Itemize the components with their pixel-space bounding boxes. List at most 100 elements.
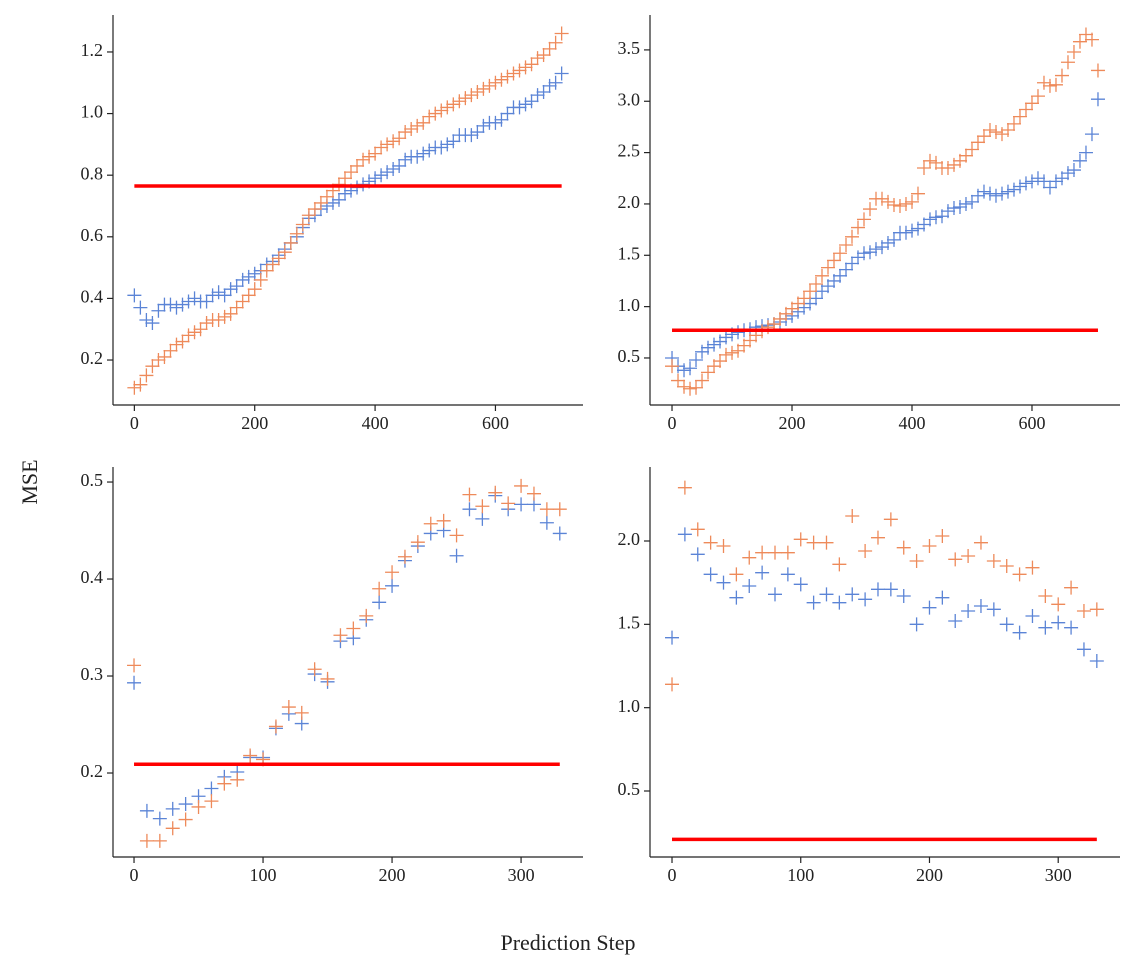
marker	[127, 658, 142, 673]
marker	[742, 550, 757, 565]
marker	[1051, 597, 1066, 612]
marker	[994, 127, 1009, 142]
marker	[1036, 75, 1051, 90]
marker	[701, 365, 716, 380]
marker	[1036, 174, 1051, 189]
marker	[268, 719, 283, 734]
y-tick-label: 1.5	[618, 612, 641, 632]
marker	[809, 277, 824, 292]
marker	[857, 246, 872, 261]
marker	[858, 544, 873, 558]
y-tick-label: 2.0	[618, 192, 641, 212]
marker	[422, 109, 437, 124]
marker	[139, 312, 154, 327]
marker	[1051, 615, 1066, 630]
marker	[440, 100, 455, 115]
marker	[898, 225, 913, 240]
marker	[253, 272, 268, 287]
y-tick-label: 0.4	[81, 567, 104, 587]
marker	[976, 129, 991, 144]
marker	[809, 291, 824, 306]
marker	[689, 353, 704, 368]
marker	[175, 297, 190, 312]
marker	[1012, 179, 1027, 194]
marker	[948, 552, 963, 567]
marker	[372, 595, 387, 610]
marker	[512, 63, 527, 78]
marker	[333, 628, 348, 643]
marker	[1048, 77, 1063, 92]
x-tick-label: 400	[362, 413, 389, 433]
marker	[476, 118, 491, 133]
marker	[434, 140, 449, 155]
marker	[870, 530, 885, 545]
marker	[1006, 182, 1021, 197]
marker	[881, 235, 895, 250]
marker	[797, 291, 812, 306]
marker	[922, 153, 937, 168]
x-tick-label: 0	[668, 865, 677, 885]
marker	[514, 497, 529, 512]
marker	[922, 600, 937, 615]
marker	[982, 123, 997, 138]
marker	[821, 260, 836, 275]
marker	[875, 191, 889, 206]
marker	[552, 502, 567, 517]
marker	[1038, 589, 1053, 603]
x-tick-label: 0	[668, 413, 677, 433]
marker	[1054, 68, 1069, 83]
marker	[973, 535, 988, 550]
marker	[1090, 63, 1105, 78]
x-tick-label: 200	[241, 413, 268, 433]
marker	[241, 269, 256, 284]
marker	[145, 316, 160, 331]
marker	[524, 57, 539, 72]
marker	[729, 567, 744, 582]
marker	[780, 567, 795, 582]
marker	[845, 587, 860, 602]
marker	[886, 197, 901, 212]
marker	[139, 803, 154, 818]
marker	[986, 554, 1001, 568]
marker	[896, 589, 911, 603]
marker	[898, 196, 913, 211]
marker	[313, 195, 328, 210]
marker	[386, 162, 401, 177]
marker	[475, 511, 490, 526]
marker	[1042, 78, 1057, 93]
marker	[514, 478, 529, 493]
marker	[940, 161, 955, 176]
marker	[716, 539, 731, 553]
marker	[199, 294, 214, 309]
marker	[392, 131, 407, 146]
marker	[470, 85, 485, 100]
marker	[374, 168, 389, 183]
y-tick-label: 1.0	[81, 102, 104, 122]
marker	[665, 630, 680, 645]
marker	[970, 188, 985, 203]
marker	[1090, 92, 1105, 107]
marker	[806, 535, 821, 550]
marker	[1084, 127, 1099, 142]
y-tick-label: 0.4	[81, 287, 104, 307]
marker	[1076, 604, 1091, 618]
marker	[845, 509, 860, 523]
marker	[922, 539, 937, 553]
marker	[999, 617, 1014, 632]
marker	[145, 359, 160, 374]
marker	[851, 220, 866, 235]
marker	[695, 344, 710, 359]
marker	[247, 266, 262, 281]
marker	[1030, 171, 1045, 186]
marker	[815, 268, 830, 283]
marker	[139, 833, 154, 848]
marker	[320, 671, 335, 686]
marker	[886, 232, 901, 247]
marker	[422, 143, 437, 158]
marker	[165, 801, 180, 816]
x-tick-label: 200	[379, 865, 406, 885]
marker	[940, 204, 955, 219]
marker	[1072, 34, 1087, 49]
marker	[350, 158, 365, 173]
marker	[994, 186, 1009, 201]
